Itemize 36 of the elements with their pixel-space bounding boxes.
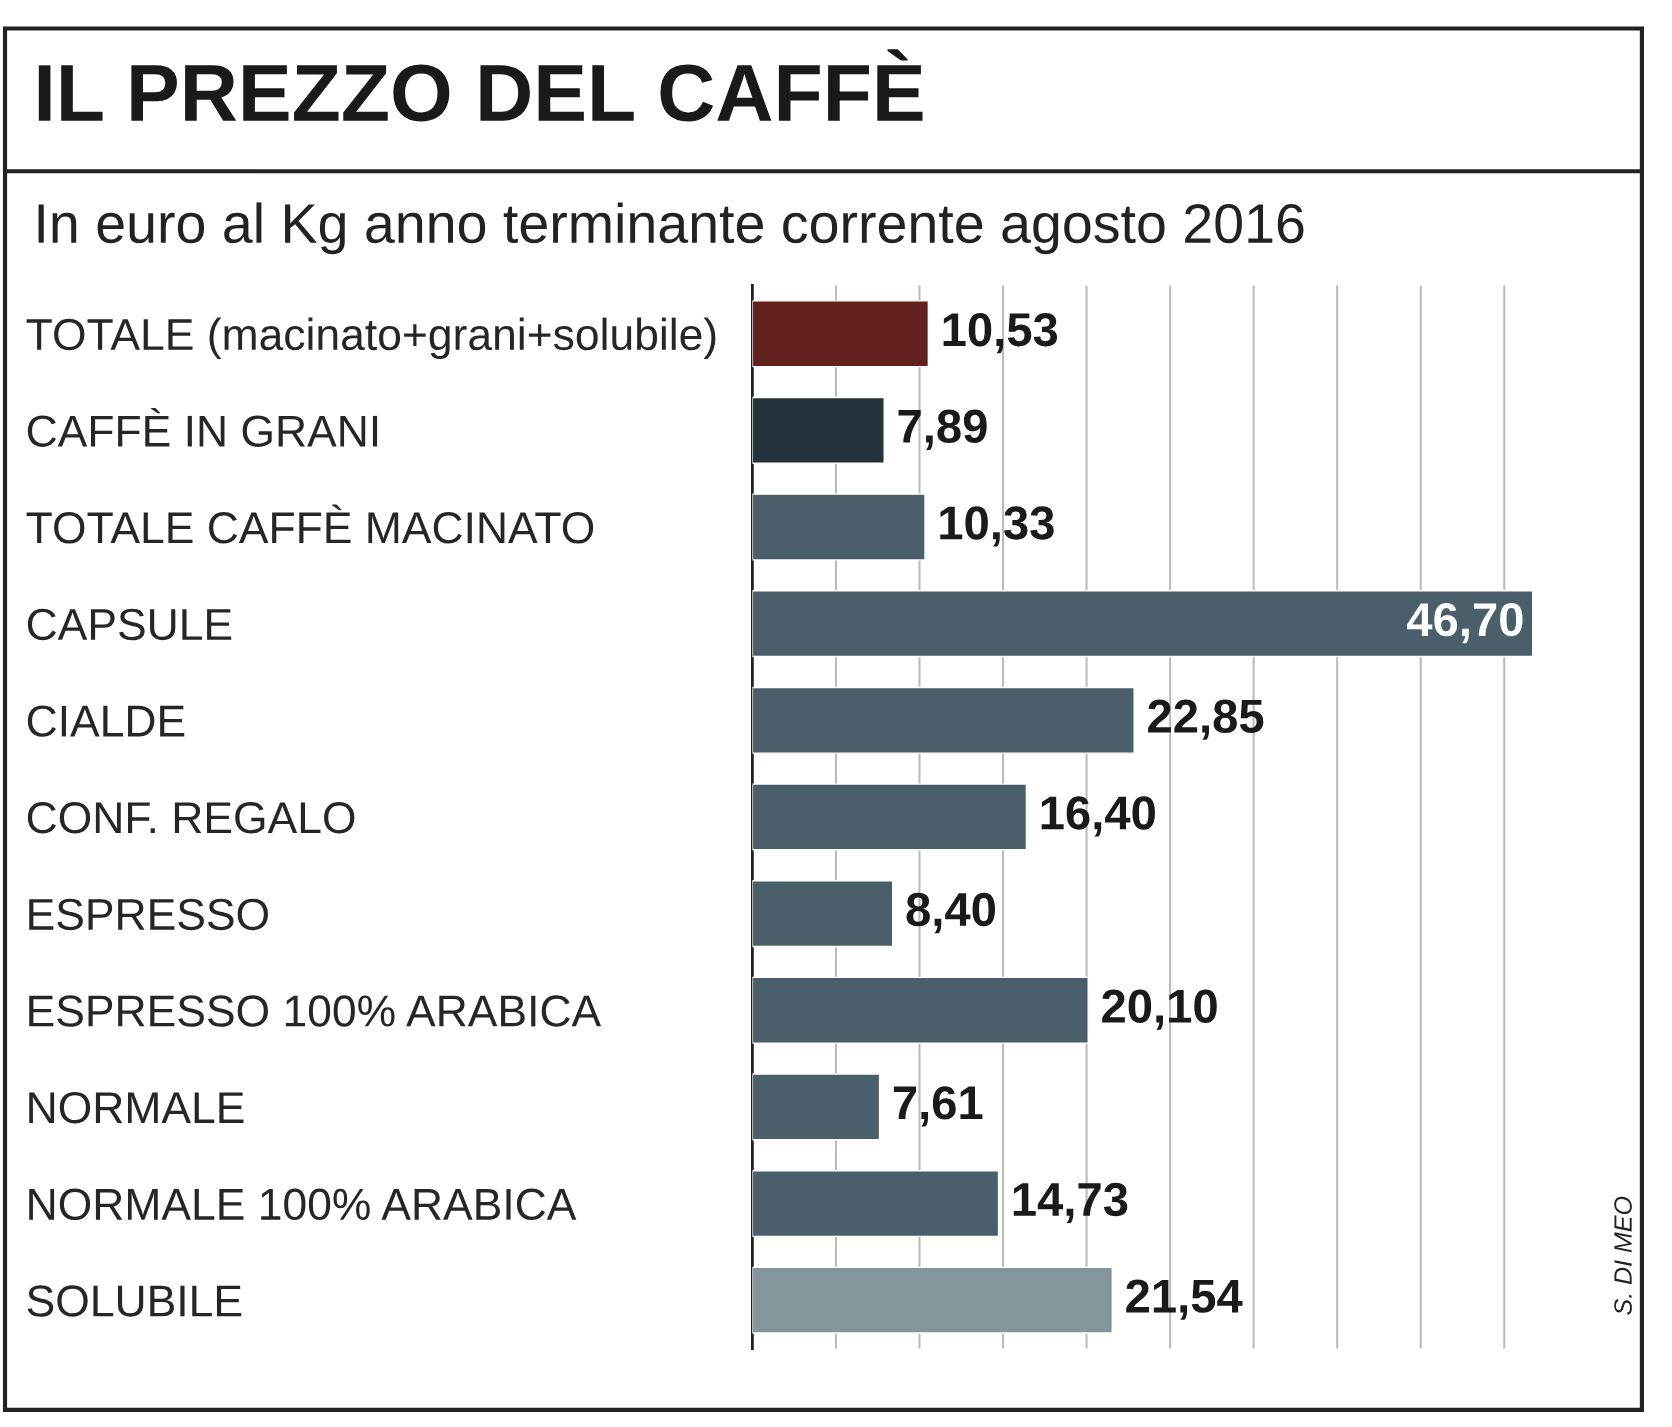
data-label: 22,85	[1148, 699, 1264, 740]
y-tick-label: ESPRESSO 100% ARABICA	[29, 995, 602, 1027]
bar	[752, 880, 894, 948]
bar	[752, 396, 885, 464]
y-tick-label: CAFFÈ IN GRANI	[27, 407, 378, 447]
bar	[752, 1266, 1113, 1334]
bar	[752, 1169, 1000, 1238]
bar	[752, 686, 1135, 754]
data-label: 16,40	[1041, 796, 1155, 837]
data-label: 8,40	[906, 892, 996, 934]
y-tick-label: ESPRESSO	[29, 898, 268, 931]
y-tick-label: NORMALE	[29, 1091, 244, 1124]
data-label: 14,73	[1013, 1182, 1128, 1224]
y-tick-label: SOLUBILE	[27, 1285, 242, 1317]
y-tick-label: CAPSULE	[27, 608, 232, 641]
data-label: 46,70	[1407, 602, 1523, 644]
y-tick-label: CONF. REGALO	[27, 802, 355, 834]
data-label: 21,54	[1126, 1279, 1243, 1320]
bar	[752, 976, 1089, 1044]
data-label: 20,10	[1102, 989, 1217, 1030]
bar	[752, 300, 930, 368]
data-label: 7,61	[893, 1086, 983, 1127]
bar	[752, 1073, 881, 1141]
chart-title: IL PREZZO DEL CAFFÈ	[38, 49, 923, 122]
data-label: 10,33	[940, 506, 1054, 547]
y-tick-label: NORMALE 100% ARABICA	[29, 1188, 577, 1221]
bar	[752, 590, 1534, 658]
data-label: 10,53	[943, 312, 1058, 354]
chart-subtitle: In euro al Kg anno terminante corrente agosto 2016	[38, 202, 1304, 255]
y-tick-label: TOTALE (macinato+grani+solubile)	[26, 317, 716, 360]
y-tick-label: TOTALE CAFFÈ MACINATO	[26, 504, 594, 544]
bar	[752, 493, 926, 561]
bar	[752, 783, 1028, 851]
text: S. DI MEO	[1614, 1196, 1632, 1315]
data-label: 7,89	[898, 409, 987, 450]
y-tick-label: CIALDE	[27, 705, 185, 737]
